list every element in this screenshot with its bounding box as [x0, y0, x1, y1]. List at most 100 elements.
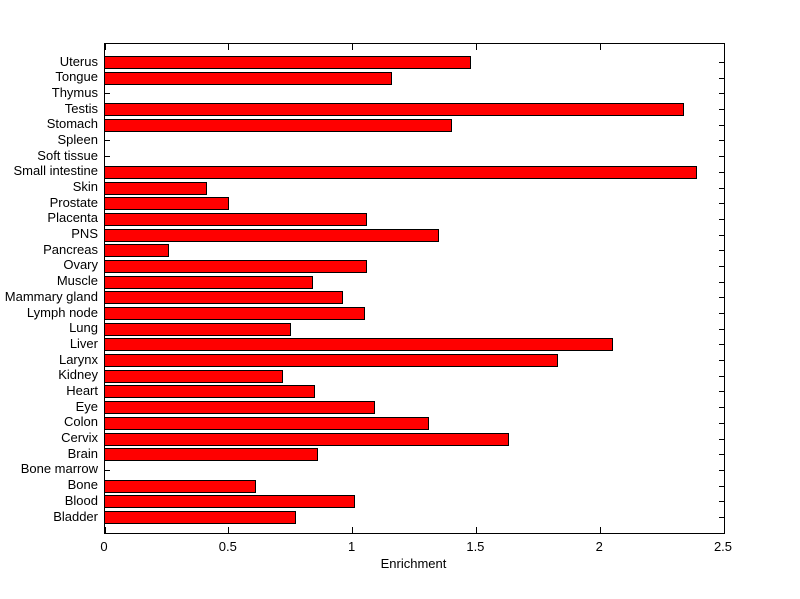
- y-axis-tick-right: [719, 313, 724, 315]
- x-axis-tick-top: [723, 44, 725, 50]
- y-tick-label: Placenta: [47, 210, 98, 226]
- x-tick-label: 2: [595, 539, 603, 554]
- x-tick-label: 0: [100, 539, 108, 554]
- x-axis-tick-bottom: [104, 527, 106, 533]
- y-tick-label: Heart: [66, 382, 98, 398]
- bar: [105, 291, 343, 305]
- y-axis-tick-right: [719, 454, 724, 456]
- bar: [105, 165, 697, 179]
- bar: [105, 369, 284, 383]
- bar: [105, 432, 509, 446]
- bar: [105, 259, 368, 273]
- y-tick-label: Spleen: [57, 131, 98, 147]
- x-tick-label: 1.5: [466, 539, 485, 554]
- bar: [105, 495, 356, 509]
- y-tick-label: Bone marrow: [20, 461, 98, 477]
- y-tick-label: Liver: [69, 335, 98, 351]
- y-axis-tick-right: [719, 517, 724, 518]
- bar: [105, 511, 296, 524]
- x-axis-tick-bottom: [228, 527, 230, 533]
- y-axis-tick-right: [719, 124, 724, 126]
- y-axis-tick-right: [719, 77, 724, 79]
- bar: [105, 56, 472, 69]
- y-axis-tick-right: [719, 391, 724, 393]
- y-tick-label: Uterus: [59, 53, 98, 69]
- y-axis-tick-right: [719, 109, 724, 111]
- y-axis-tick-left: [105, 140, 110, 142]
- y-axis-tick-right: [719, 360, 724, 362]
- x-axis-tick-bottom: [475, 527, 477, 533]
- x-tick-label: 0.5: [218, 539, 237, 554]
- x-tick-label: 1: [347, 539, 356, 554]
- y-axis-tick-right: [719, 93, 724, 95]
- y-axis-tick-right: [719, 265, 724, 267]
- bar: [105, 401, 375, 415]
- bar: [105, 385, 316, 399]
- bar: [105, 307, 365, 321]
- y-tick-label: Blood: [64, 492, 98, 508]
- y-tick-label: Eye: [75, 398, 98, 414]
- y-tick-label: PNS: [71, 226, 98, 242]
- y-axis-tick-right: [719, 203, 724, 205]
- x-axis-tick-bottom: [352, 527, 354, 533]
- bar: [105, 338, 613, 352]
- x-axis-tick-bottom: [723, 527, 725, 533]
- y-tick-label: Bladder: [53, 508, 98, 524]
- y-tick-label: Ovary: [63, 257, 98, 273]
- bar: [105, 71, 393, 85]
- y-tick-label: Mammary gland: [4, 288, 98, 304]
- x-axis-tick-top: [599, 44, 601, 50]
- y-tick-label: Brain: [67, 445, 98, 461]
- y-tick-label: Small intestine: [13, 163, 98, 179]
- y-tick-label: Skin: [72, 179, 98, 195]
- bar: [105, 103, 685, 117]
- y-axis-tick-right: [719, 218, 724, 220]
- x-axis-tick-top: [104, 44, 106, 50]
- y-tick-label: Stomach: [46, 116, 98, 132]
- y-axis-tick-right: [719, 407, 724, 409]
- y-axis-tick-right: [719, 250, 724, 252]
- y-tick-label: Tongue: [55, 69, 98, 85]
- bar: [105, 354, 559, 368]
- y-tick-label: Testis: [64, 100, 98, 116]
- y-axis-tick-right: [719, 156, 724, 158]
- bar: [105, 322, 291, 336]
- y-tick-label: Muscle: [56, 273, 98, 289]
- y-axis-tick-right: [719, 501, 724, 503]
- y-tick-label: Lymph node: [26, 304, 98, 320]
- y-axis-tick-right: [719, 187, 724, 189]
- y-axis-tick-right: [719, 375, 724, 377]
- bar: [105, 479, 257, 493]
- y-axis-tick-right: [719, 171, 724, 173]
- y-axis-tick-right: [719, 281, 724, 283]
- bar: [105, 244, 170, 258]
- x-tick-label: 2.5: [713, 539, 733, 554]
- y-axis-tick-right: [719, 234, 724, 236]
- y-axis-tick-left: [105, 469, 110, 471]
- y-tick-label: Larynx: [58, 351, 98, 367]
- y-tick-label: Lung: [69, 320, 98, 336]
- bar: [105, 197, 229, 211]
- plot-area: [104, 43, 725, 534]
- bar: [105, 228, 440, 242]
- x-axis-tick-top: [228, 44, 230, 50]
- y-axis-tick-left: [105, 93, 110, 95]
- bar: [105, 118, 452, 132]
- y-axis-tick-right: [719, 344, 724, 346]
- bar: [105, 212, 368, 226]
- y-tick-label: Kidney: [58, 367, 98, 383]
- y-axis-tick-right: [719, 328, 724, 330]
- y-tick-label: Colon: [64, 414, 98, 430]
- y-axis-tick-right: [719, 422, 724, 424]
- x-axis-label: Enrichment: [380, 556, 447, 571]
- y-axis-tick-left: [105, 156, 110, 158]
- y-tick-label: Soft tissue: [37, 147, 98, 163]
- bar: [105, 181, 207, 195]
- y-axis-tick-right: [719, 469, 724, 471]
- x-axis-tick-top: [352, 44, 354, 50]
- y-axis-tick-right: [719, 297, 724, 299]
- y-tick-label: Cervix: [61, 430, 98, 446]
- y-axis-tick-right: [719, 485, 724, 487]
- x-axis-tick-bottom: [599, 527, 601, 533]
